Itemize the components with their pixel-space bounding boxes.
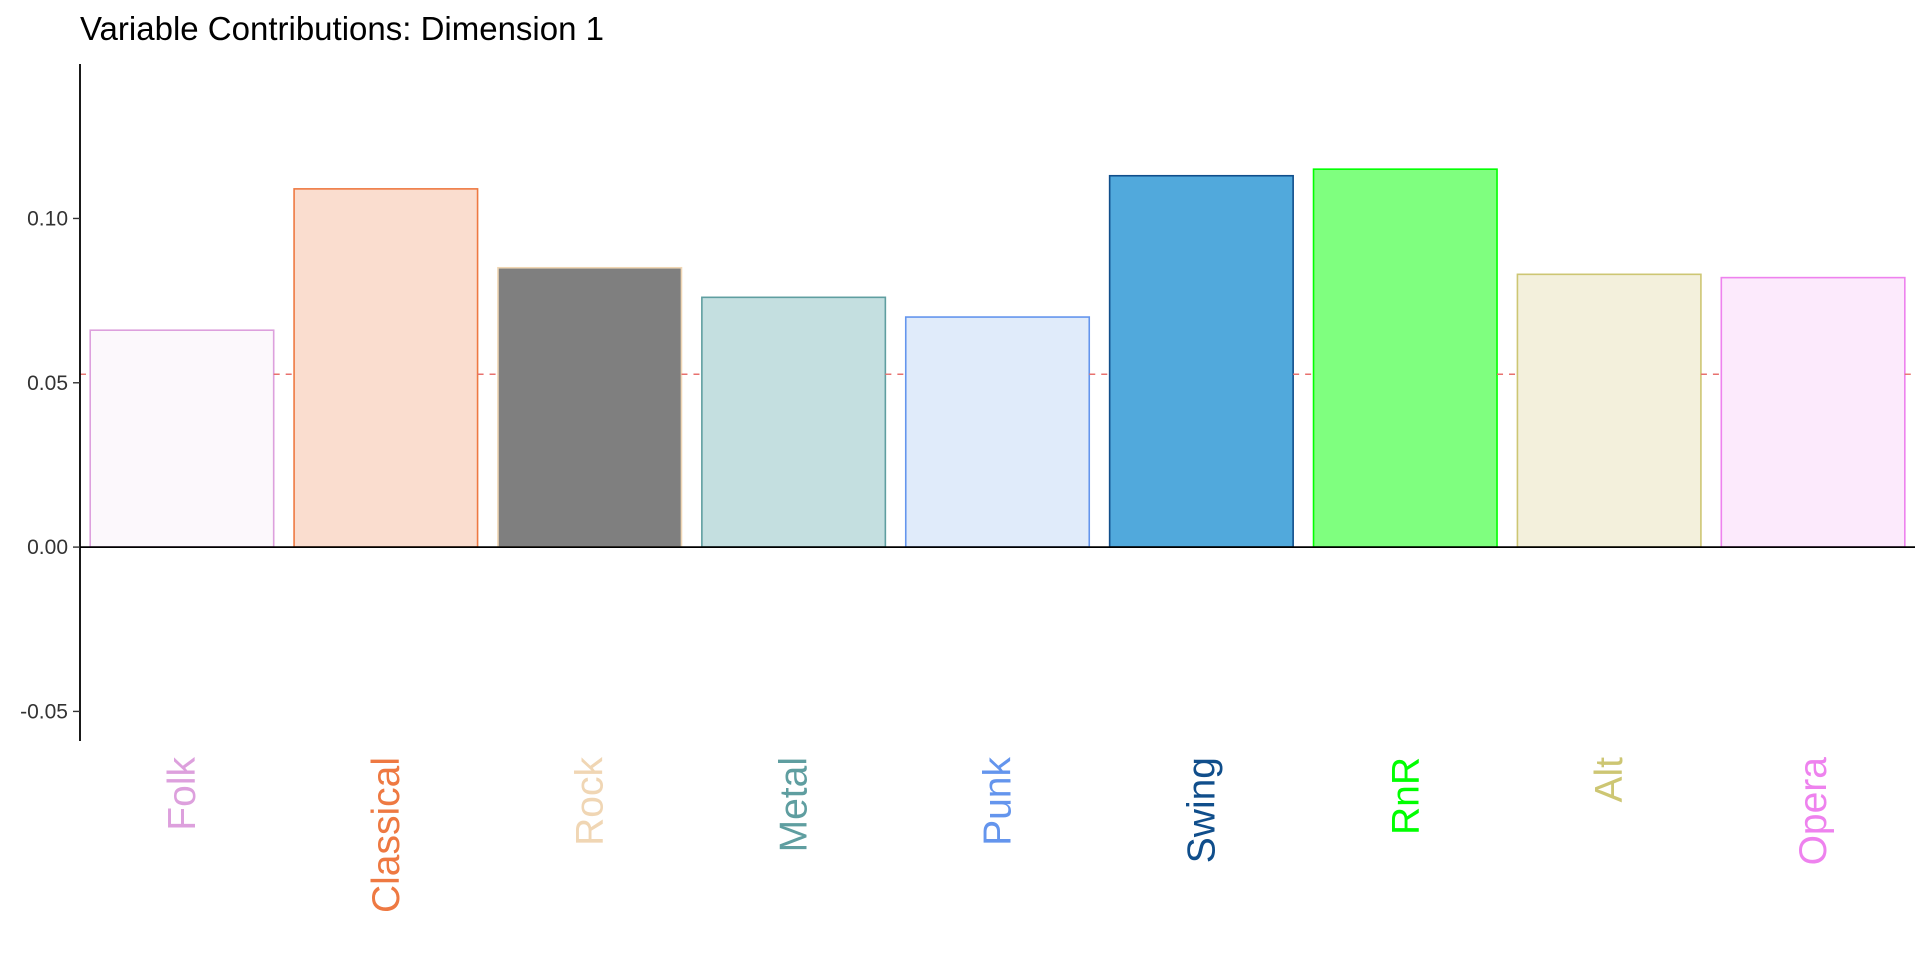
bar-classical [293,188,479,548]
bar-punk [904,316,1091,548]
x-label-alt: Alt [1588,757,1631,803]
bar-swing [1108,174,1294,548]
axes-layer [79,64,1915,741]
x-label-metal: Metal [773,757,816,852]
bar-folk [89,329,275,548]
x-label-opera: Opera [1792,757,1835,866]
chart-title: Variable Contributions: Dimension 1 [80,10,604,47]
y-tick-label: 0.05 [27,372,68,395]
bar-metal [701,296,887,548]
bars-layer [89,168,1906,548]
y-ticks-layer: -0.05 0.00 0.05 0.10 [20,207,80,723]
x-labels-layer: Folk Classical Rock Metal Punk Swing RnR Alt Ope… [161,757,1835,914]
x-label-rnr: RnR [1384,757,1427,835]
bar-alt [1516,273,1702,548]
x-label-swing: Swing [1180,757,1223,863]
x-label-punk: Punk [977,757,1020,846]
y-tick-label: 0.00 [27,536,68,559]
y-tick-label: -0.05 [20,700,68,723]
bar-rnr [1312,168,1498,548]
bar-rock [497,266,683,548]
bar-opera [1720,276,1906,548]
x-label-folk: Folk [161,757,204,831]
x-label-rock: Rock [569,757,612,846]
x-label-classical: Classical [365,757,408,913]
y-tick-label: 0.10 [27,207,68,230]
